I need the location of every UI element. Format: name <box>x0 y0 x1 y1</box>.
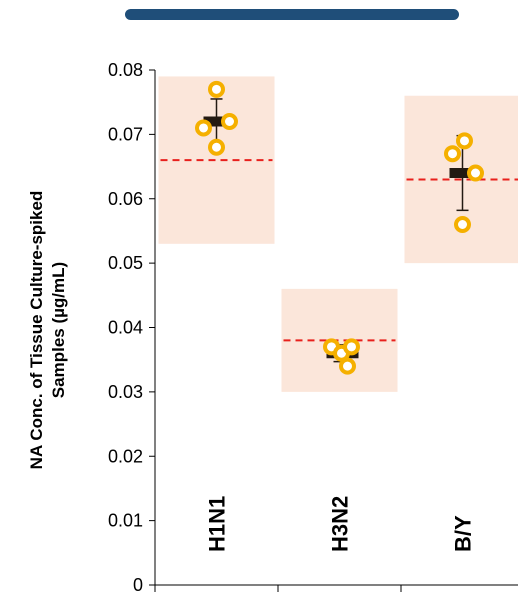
data-point-1-2 <box>343 338 360 356</box>
y-tick-labels: 0 0.01 0.02 0.03 0.04 0.05 0.06 0.07 0.08 <box>108 60 143 594</box>
y-axis-title-line-0: NA Conc. of Tissue Culture-spiked <box>27 191 46 470</box>
y-tick-label-6: 0.06 <box>108 189 143 209</box>
y-tick-label-7: 0.07 <box>108 124 143 144</box>
mean-bar-0 <box>203 116 236 127</box>
data-point-0-1 <box>195 119 212 137</box>
data-points <box>195 80 484 375</box>
data-point-0-2 <box>221 113 238 130</box>
y-axis-title: NA Conc. of Tissue Culture-spiked Samples… <box>27 191 68 470</box>
category-labels: H1N1 H3N2 B/Y <box>205 496 476 552</box>
y-tick-label-2: 0.02 <box>108 446 143 466</box>
header-bar <box>125 9 459 20</box>
data-point-0-0 <box>208 80 225 98</box>
expected-lines <box>160 159 518 342</box>
category-label-0: H1N1 <box>205 496 230 552</box>
mean-bar-2 <box>449 168 482 178</box>
data-point-2-0 <box>444 145 461 163</box>
y-tick-label-1: 0.01 <box>108 511 143 531</box>
category-label-1: H3N2 <box>328 496 353 552</box>
data-point-2-2 <box>467 164 484 182</box>
y-tick-label-5: 0.05 <box>108 253 143 273</box>
y-tick-label-3: 0.03 <box>108 382 143 402</box>
axes <box>149 69 518 592</box>
data-point-2-1 <box>456 132 473 150</box>
data-point-0-3 <box>208 138 225 156</box>
data-point-2-3 <box>454 216 471 233</box>
y-axis-title-line-1: Samples (µg/mL) <box>49 262 68 398</box>
data-point-1-3 <box>339 357 356 375</box>
y-tick-label-0: 0 <box>133 575 143 594</box>
y-tick-label-8: 0.08 <box>108 60 143 80</box>
y-tick-label-4: 0.04 <box>108 318 143 338</box>
category-label-2: B/Y <box>451 515 476 552</box>
